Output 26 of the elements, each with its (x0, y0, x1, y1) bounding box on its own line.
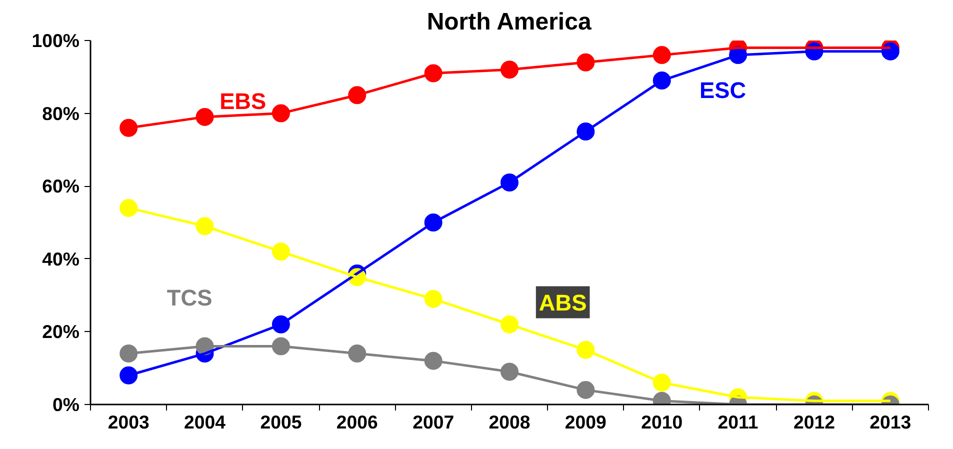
x-tick-label: 2005 (260, 412, 302, 432)
x-tick-label: 2013 (870, 412, 912, 432)
y-tick-label: 0% (52, 394, 80, 415)
y-tick-label: 40% (42, 248, 80, 270)
series-label: TCS (166, 284, 212, 311)
point (120, 198, 138, 217)
point (120, 118, 138, 137)
y-tick-label: 20% (42, 321, 80, 342)
point (120, 344, 138, 363)
x-tick-label: 2006 (336, 412, 378, 432)
x-tick-label: 2012 (793, 412, 835, 432)
x-tick-label: 2009 (564, 412, 606, 432)
series-label: EBS (220, 88, 266, 114)
point (120, 366, 138, 384)
y-tick-label: 60% (42, 176, 80, 197)
x-tick-label: 2008 (488, 412, 530, 432)
chart-title: North America (426, 8, 592, 36)
x-tick-label: 2010 (641, 412, 683, 432)
series-label: ESC (700, 77, 746, 104)
x-tick-label: 2004 (184, 412, 226, 432)
x-tick-label: 2011 (718, 412, 758, 432)
x-tick-label: 2003 (108, 412, 150, 432)
y-tick-label: 80% (42, 102, 80, 124)
y-tick-label: 100% (32, 30, 80, 51)
x-tick-label: 2007 (412, 412, 454, 432)
series-label: ABS (538, 289, 587, 316)
